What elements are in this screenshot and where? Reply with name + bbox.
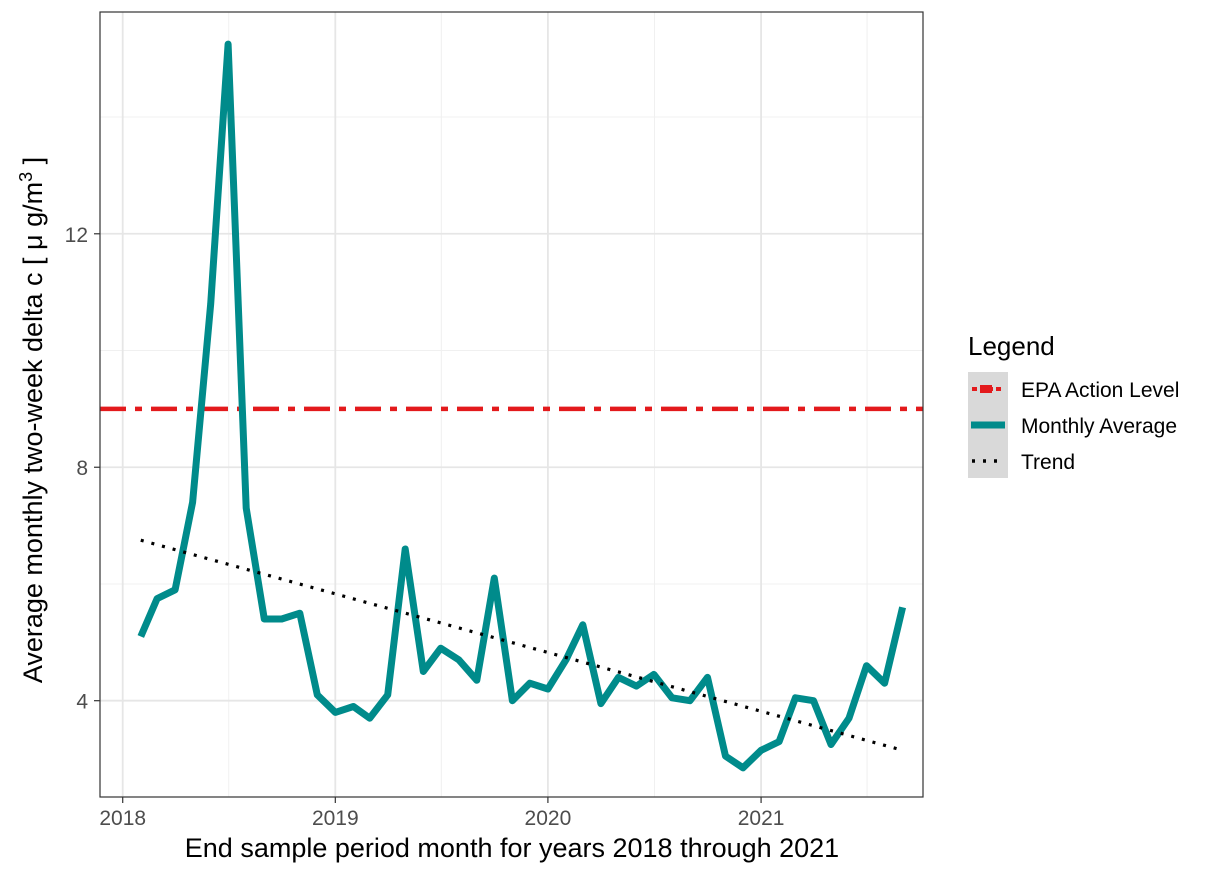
legend-title: Legend xyxy=(968,331,1055,361)
legend-label: Monthly Average xyxy=(1021,415,1177,438)
y-axis-title-superscript: 3 xyxy=(16,172,36,182)
x-tick-label: 2021 xyxy=(738,807,785,830)
y-tick-label: 4 xyxy=(76,691,88,714)
legend-key-epa-box xyxy=(980,385,992,393)
y-tick-label: 8 xyxy=(76,457,88,480)
y-axis-title-suffix: ] xyxy=(18,157,48,172)
y-axis-title-main: Average monthly two-week delta c [ μ g/m xyxy=(18,182,48,683)
y-axis-title: Average monthly two-week delta c [ μ g/m… xyxy=(16,157,48,683)
x-tick-label: 2020 xyxy=(525,807,572,830)
legend-label: EPA Action Level xyxy=(1021,379,1179,402)
x-tick-label: 2018 xyxy=(99,807,146,830)
legend-label: Trend xyxy=(1021,451,1075,474)
x-axis-title: End sample period month for years 2018 t… xyxy=(185,833,839,863)
x-tick-label: 2019 xyxy=(312,807,359,830)
y-tick-label: 12 xyxy=(65,224,88,247)
